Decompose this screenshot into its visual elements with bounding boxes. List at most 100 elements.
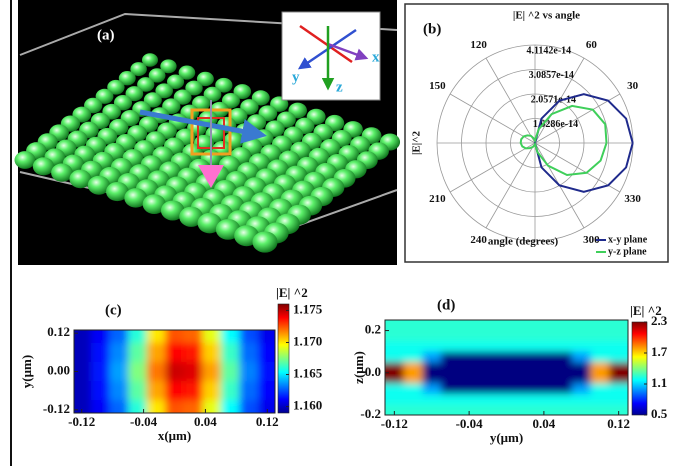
- heatmap-cell: [202, 400, 222, 413]
- sphere: [215, 218, 241, 240]
- heatmap-cell: [515, 393, 536, 405]
- heatmap-cell: [553, 372, 573, 384]
- heatmap-cell: [403, 372, 423, 384]
- heatmap-cell: [571, 362, 592, 374]
- sphere: [233, 84, 252, 100]
- heatmap-cell: [441, 362, 461, 374]
- heatmap-cell: [220, 330, 240, 344]
- heatmap-cell: [534, 404, 554, 415]
- heatmap-cell: [128, 400, 148, 413]
- radial-grid-circle: [436, 44, 634, 242]
- heatmap-cell: [183, 381, 203, 401]
- colorbar-tick-label: 1.165: [293, 366, 323, 381]
- plot-frame: [384, 319, 629, 416]
- x-tick-label: 0.12: [256, 414, 279, 429]
- heatmap-cell: [590, 393, 610, 405]
- y-axis-label: y(μm): [19, 355, 34, 388]
- panel-label: (c): [105, 302, 122, 318]
- axis-name: x: [372, 49, 380, 65]
- heatmap-cell: [128, 330, 148, 344]
- heatmap-cell: [91, 361, 111, 382]
- heatmap-cell: [590, 404, 610, 415]
- heatmap-cell: [478, 383, 498, 395]
- y-axis-label: z(μm): [351, 351, 366, 384]
- heatmap-cell: [74, 342, 92, 363]
- heatmap-cell: [202, 342, 222, 363]
- heatmap-cell: [109, 400, 129, 413]
- sphere: [178, 65, 196, 80]
- heatmap-cell: [497, 393, 517, 405]
- x-tick-label: -0.04: [456, 416, 484, 431]
- heatmap-cell: [109, 330, 129, 344]
- sphere: [203, 86, 222, 102]
- y-tick-label: 0.12: [47, 324, 70, 339]
- x-tick-label: 0.04: [194, 414, 217, 429]
- heatmap-cell: [459, 393, 479, 405]
- heatmap-cell: [403, 383, 423, 395]
- heatmap-cell: [553, 341, 573, 353]
- heatmap-cell: [478, 330, 498, 342]
- heatmap-chart: -0.12 -0.04 0.04 0.12 0.2 0.0 -0.2 2.3 1.7 1.1 0.5…: [351, 297, 668, 445]
- panel-label: (a): [97, 27, 115, 43]
- heatmap-cell: [534, 393, 554, 405]
- heatmap-cell: [534, 372, 554, 384]
- heatmap-cell: [128, 361, 148, 382]
- sphere: [155, 83, 173, 99]
- heatmap-cell: [459, 372, 479, 384]
- colorbar: [631, 321, 648, 416]
- heatmap-cell: [590, 330, 610, 342]
- heatmap-cell: [590, 351, 610, 363]
- colorbar-tick-label: 0.5: [651, 406, 668, 421]
- x-axis-label: y(μm): [490, 430, 523, 445]
- heatmap-cell: [385, 393, 405, 405]
- heatmap-cells: [74, 330, 275, 413]
- sphere: [142, 53, 158, 67]
- cell-layer: [385, 320, 628, 415]
- device: [139, 100, 267, 188]
- sphere: [69, 169, 92, 189]
- heatmap-cell: [609, 393, 628, 405]
- heatmap-cell: [515, 320, 536, 332]
- heatmap-cell: [590, 372, 610, 384]
- sphere: [124, 188, 148, 208]
- heatmap-cell: [609, 341, 628, 353]
- panel-label: (b): [423, 21, 441, 37]
- heatmap-cell: [422, 372, 442, 384]
- heatmap-cell: [74, 381, 92, 401]
- sphere: [142, 194, 166, 215]
- heatmap-cell: [497, 330, 517, 342]
- heatmap-cell: [239, 361, 259, 382]
- heatmap-cell: [385, 341, 405, 353]
- x-tick-label: -0.12: [68, 414, 95, 429]
- heatmap-cell: [91, 342, 111, 363]
- heatmap-cell: [165, 342, 185, 363]
- x-tick-label: 0.12: [607, 416, 630, 431]
- heatmap-cell: [571, 330, 592, 342]
- heatmap-cell: [441, 404, 461, 415]
- heatmap-cell: [590, 320, 610, 332]
- axis-name: y: [292, 69, 300, 85]
- colorbar-tick-label: 1.1: [651, 375, 667, 390]
- legend-label: x-y plane: [608, 234, 648, 245]
- sphere: [137, 77, 155, 92]
- heatmap-cell: [459, 351, 479, 363]
- heatmap-cell: [422, 341, 442, 353]
- colorbar-tick-label: 1.170: [293, 333, 322, 348]
- heatmap-cell: [422, 320, 442, 332]
- heatmap-cell: [553, 351, 573, 363]
- heatmap-cell: [553, 404, 573, 415]
- heatmap-cell: [385, 351, 405, 363]
- sphere: [118, 70, 136, 86]
- angle-tick-label: 30: [627, 80, 639, 92]
- sphere: [160, 59, 177, 74]
- heatmap-cell: [553, 320, 573, 332]
- heatmap-cell: [422, 351, 442, 363]
- heatmap-cell: [239, 400, 259, 413]
- colorbar-label: |E| ^2: [630, 303, 662, 318]
- heatmap-cell: [385, 362, 405, 374]
- heatmap-cell: [553, 330, 573, 342]
- heatmap-cell: [515, 330, 536, 342]
- sphere: [160, 200, 185, 221]
- x-axis-label: angle (degrees): [488, 236, 559, 248]
- y-tick-label: 0.2: [365, 322, 381, 337]
